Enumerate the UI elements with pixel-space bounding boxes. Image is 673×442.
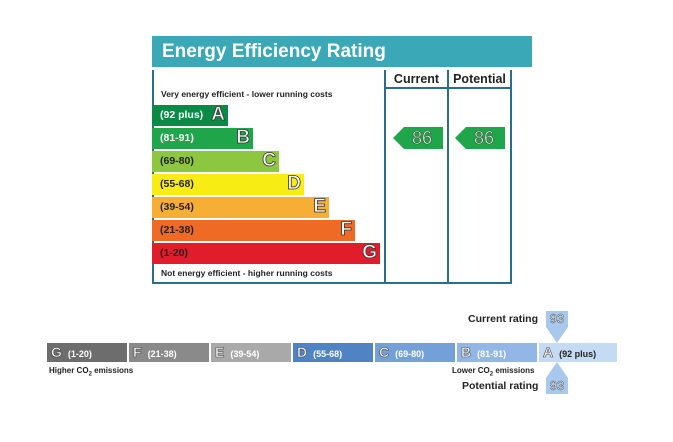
band-range: (55-68)	[160, 178, 194, 190]
column-divider-potential	[447, 70, 449, 284]
co2-rating-strip: G (1-20) F (21-38) E (39-54) D (55-68) C (69-…	[47, 343, 617, 362]
current-rating-pointer	[546, 327, 568, 343]
band-range: (92 plus)	[160, 109, 204, 121]
column-header-current: Current	[386, 70, 447, 89]
band-range: (81-91)	[160, 132, 194, 144]
energy-efficiency-panel: Energy Efficiency Rating Current Potenti…	[152, 36, 532, 285]
band-letter: F	[340, 219, 352, 241]
band-range: (1-20)	[160, 247, 189, 259]
column-divider-current	[384, 70, 386, 284]
current-rating-arrow: 86	[393, 127, 443, 149]
bottom-note: Not energy efficient - higher running co…	[161, 268, 333, 278]
arrow-shape	[393, 127, 443, 149]
co2-segment-e: E (39-54)	[211, 343, 291, 362]
band-g: (1-20) G	[152, 242, 380, 264]
band-e: (39-54) E	[152, 196, 329, 218]
env-current-rating-value: 93	[546, 311, 568, 327]
band-range: (69-80)	[160, 155, 194, 167]
band-letter: A	[211, 104, 226, 126]
band-range: (21-38)	[160, 224, 194, 236]
band-a: (92 plus) A	[152, 104, 228, 126]
potential-rating-arrow: 86	[455, 127, 505, 149]
potential-rating-value: 86	[473, 128, 495, 149]
current-rating-value: 86	[411, 128, 433, 149]
co2-segment-f: F (21-38)	[129, 343, 209, 362]
lower-co2-label: Lower CO2 emissions	[452, 366, 535, 378]
band-letter: C	[262, 150, 277, 172]
band-letter: B	[236, 127, 251, 149]
co2-segment-g: G (1-20)	[47, 343, 127, 362]
potential-rating-pointer	[546, 362, 568, 378]
band-letter: G	[362, 242, 378, 264]
band-letter: E	[313, 196, 326, 218]
co2-segment-a: A (92 plus)	[539, 343, 617, 362]
band-d: (55-68) D	[152, 173, 304, 195]
band-b: (81-91) B	[152, 127, 253, 149]
band-f: (21-38) F	[152, 219, 355, 241]
band-c: (69-80) C	[152, 150, 279, 172]
arrow-shape	[455, 127, 505, 149]
current-rating-label: Current rating	[468, 313, 539, 325]
potential-rating-label: Potential rating	[462, 380, 539, 392]
co2-segment-b: B (81-91)	[457, 343, 537, 362]
env-potential-rating-value: 93	[546, 378, 568, 394]
band-range: (39-54)	[160, 201, 194, 213]
higher-co2-label: Higher CO2 emissions	[49, 366, 134, 378]
band-letter: D	[287, 173, 302, 195]
top-note: Very energy efficient - lower running co…	[161, 89, 333, 99]
column-header-potential: Potential	[449, 70, 510, 89]
co2-segment-d: D (55-68)	[293, 343, 373, 362]
panel-title: Energy Efficiency Rating	[152, 36, 532, 67]
co2-segment-c: C (69-80)	[375, 343, 455, 362]
